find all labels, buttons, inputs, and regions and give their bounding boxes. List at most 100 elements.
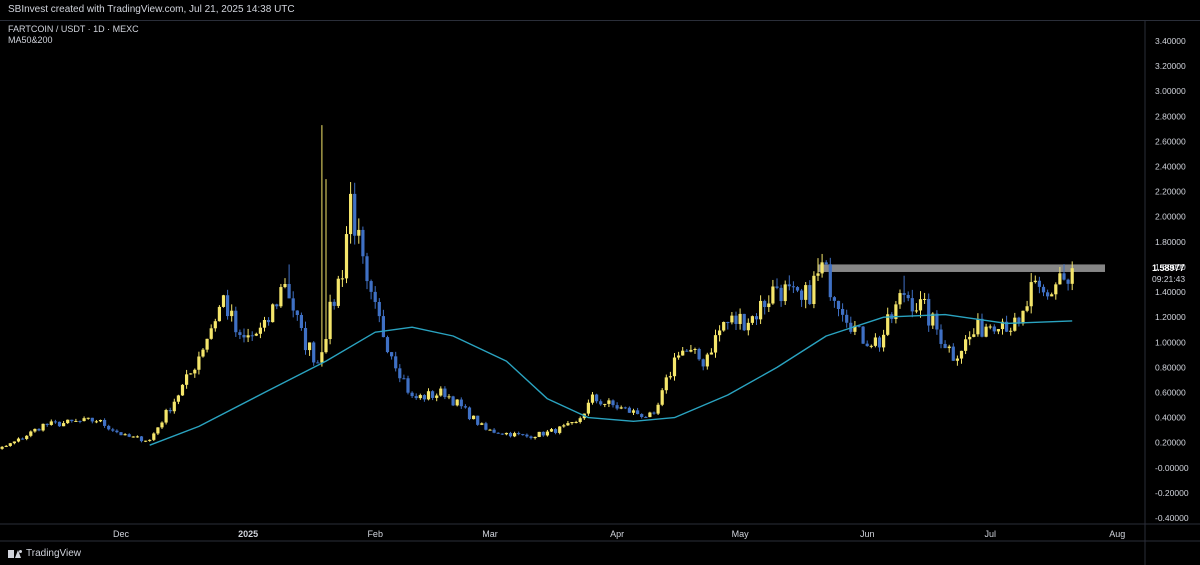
y-tick-label: 3.40000 xyxy=(1155,36,1186,46)
y-tick-label: -0.20000 xyxy=(1155,488,1189,498)
candle-body xyxy=(779,287,783,302)
candle-body xyxy=(697,348,701,360)
candle-body xyxy=(283,284,287,288)
candle-body xyxy=(718,330,722,336)
symbol-label: FARTCOIN / USDT · 1D · MEXC xyxy=(8,24,139,34)
candle-body xyxy=(906,294,910,299)
candle-body xyxy=(127,434,131,437)
candle-body xyxy=(312,342,316,363)
candle-body xyxy=(820,262,824,274)
candle-body xyxy=(795,287,800,291)
candle-body xyxy=(193,369,197,374)
candle-body xyxy=(160,422,164,428)
candle-body xyxy=(738,313,742,324)
candle-body xyxy=(931,313,935,326)
candle-body xyxy=(529,436,533,439)
candle-body xyxy=(1013,317,1017,331)
candle-body xyxy=(627,407,631,413)
x-tick-label: Dec xyxy=(113,529,130,539)
candle-body xyxy=(599,401,603,405)
candle-body xyxy=(541,431,545,436)
candle-body xyxy=(119,432,123,436)
candle-body xyxy=(558,426,562,433)
candle-body xyxy=(898,293,902,305)
candle-body xyxy=(828,264,832,298)
tradingview-brand[interactable]: TradingView xyxy=(8,548,81,559)
candle-body xyxy=(361,229,365,257)
candle-body xyxy=(1037,280,1041,287)
candle-body xyxy=(808,285,812,305)
candle-body xyxy=(767,303,771,308)
candle-body xyxy=(935,313,939,330)
candle-body xyxy=(800,290,804,300)
candle-body xyxy=(861,326,865,344)
plot-area xyxy=(0,125,1105,450)
x-tick-label: Jun xyxy=(860,529,875,539)
candle-body xyxy=(168,410,172,412)
candle-body xyxy=(287,284,291,299)
candle-body xyxy=(689,349,693,352)
candle-body xyxy=(685,350,689,352)
candle-body xyxy=(590,394,595,403)
candle-body xyxy=(390,352,394,357)
y-tick-label: -0.00000 xyxy=(1155,463,1189,473)
y-tick-label: 1.60000 xyxy=(1155,262,1186,272)
candle-body xyxy=(463,406,467,408)
candle-body xyxy=(783,284,787,302)
candle-body xyxy=(33,428,37,432)
candle-body xyxy=(189,373,193,375)
candle-body xyxy=(759,300,763,320)
indicator-label: MA50&200 xyxy=(8,35,53,45)
ma50-line xyxy=(149,313,1073,446)
candle-body xyxy=(959,350,964,359)
y-tick-label: 1.40000 xyxy=(1155,287,1186,297)
y-tick-label: 3.20000 xyxy=(1155,61,1186,71)
candle-body xyxy=(29,431,33,436)
candle-body xyxy=(845,314,849,323)
candle-body xyxy=(480,423,484,425)
candle-body xyxy=(254,333,258,336)
candle-body xyxy=(488,429,492,431)
candle-body xyxy=(459,399,463,407)
candle-body xyxy=(603,403,607,405)
candle-body xyxy=(640,414,644,418)
candle-body xyxy=(1029,282,1033,307)
candle-body xyxy=(1009,330,1013,332)
candle-body xyxy=(1025,306,1029,311)
countdown-label: 09:21:43 xyxy=(1152,274,1185,284)
candle-body xyxy=(763,300,767,308)
candle-body xyxy=(894,304,898,320)
candle-body xyxy=(221,295,226,307)
y-tick-label: 2.60000 xyxy=(1155,136,1186,146)
y-tick-label: 1.00000 xyxy=(1155,337,1186,347)
candle-body xyxy=(217,306,221,322)
resistance-zone[interactable] xyxy=(818,264,1105,272)
candle-body xyxy=(865,343,869,347)
candle-body xyxy=(693,348,697,350)
candle-body xyxy=(156,427,160,434)
candle-body xyxy=(927,298,931,326)
candle-body xyxy=(1017,317,1021,324)
candle-body xyxy=(595,394,599,402)
y-tick-label: -0.40000 xyxy=(1155,513,1189,523)
candle-body xyxy=(242,334,246,338)
x-tick-label: Jul xyxy=(984,529,996,539)
y-tick-label: 1.80000 xyxy=(1155,237,1186,247)
candle-body xyxy=(939,329,943,344)
x-tick-label: Aug xyxy=(1109,529,1125,539)
candle-body xyxy=(94,421,98,423)
candle-body xyxy=(549,429,554,432)
candle-body xyxy=(1041,286,1046,293)
candle-body xyxy=(746,322,750,331)
candle-body xyxy=(447,396,451,398)
candle-body xyxy=(918,299,923,311)
candle-body xyxy=(734,315,738,324)
candle-body xyxy=(455,399,459,406)
candle-body xyxy=(578,418,582,422)
candle-body xyxy=(709,352,713,355)
candle-body xyxy=(824,262,828,265)
y-tick-label: 0.20000 xyxy=(1155,438,1186,448)
candle-body xyxy=(886,314,890,335)
candle-body xyxy=(668,376,672,378)
